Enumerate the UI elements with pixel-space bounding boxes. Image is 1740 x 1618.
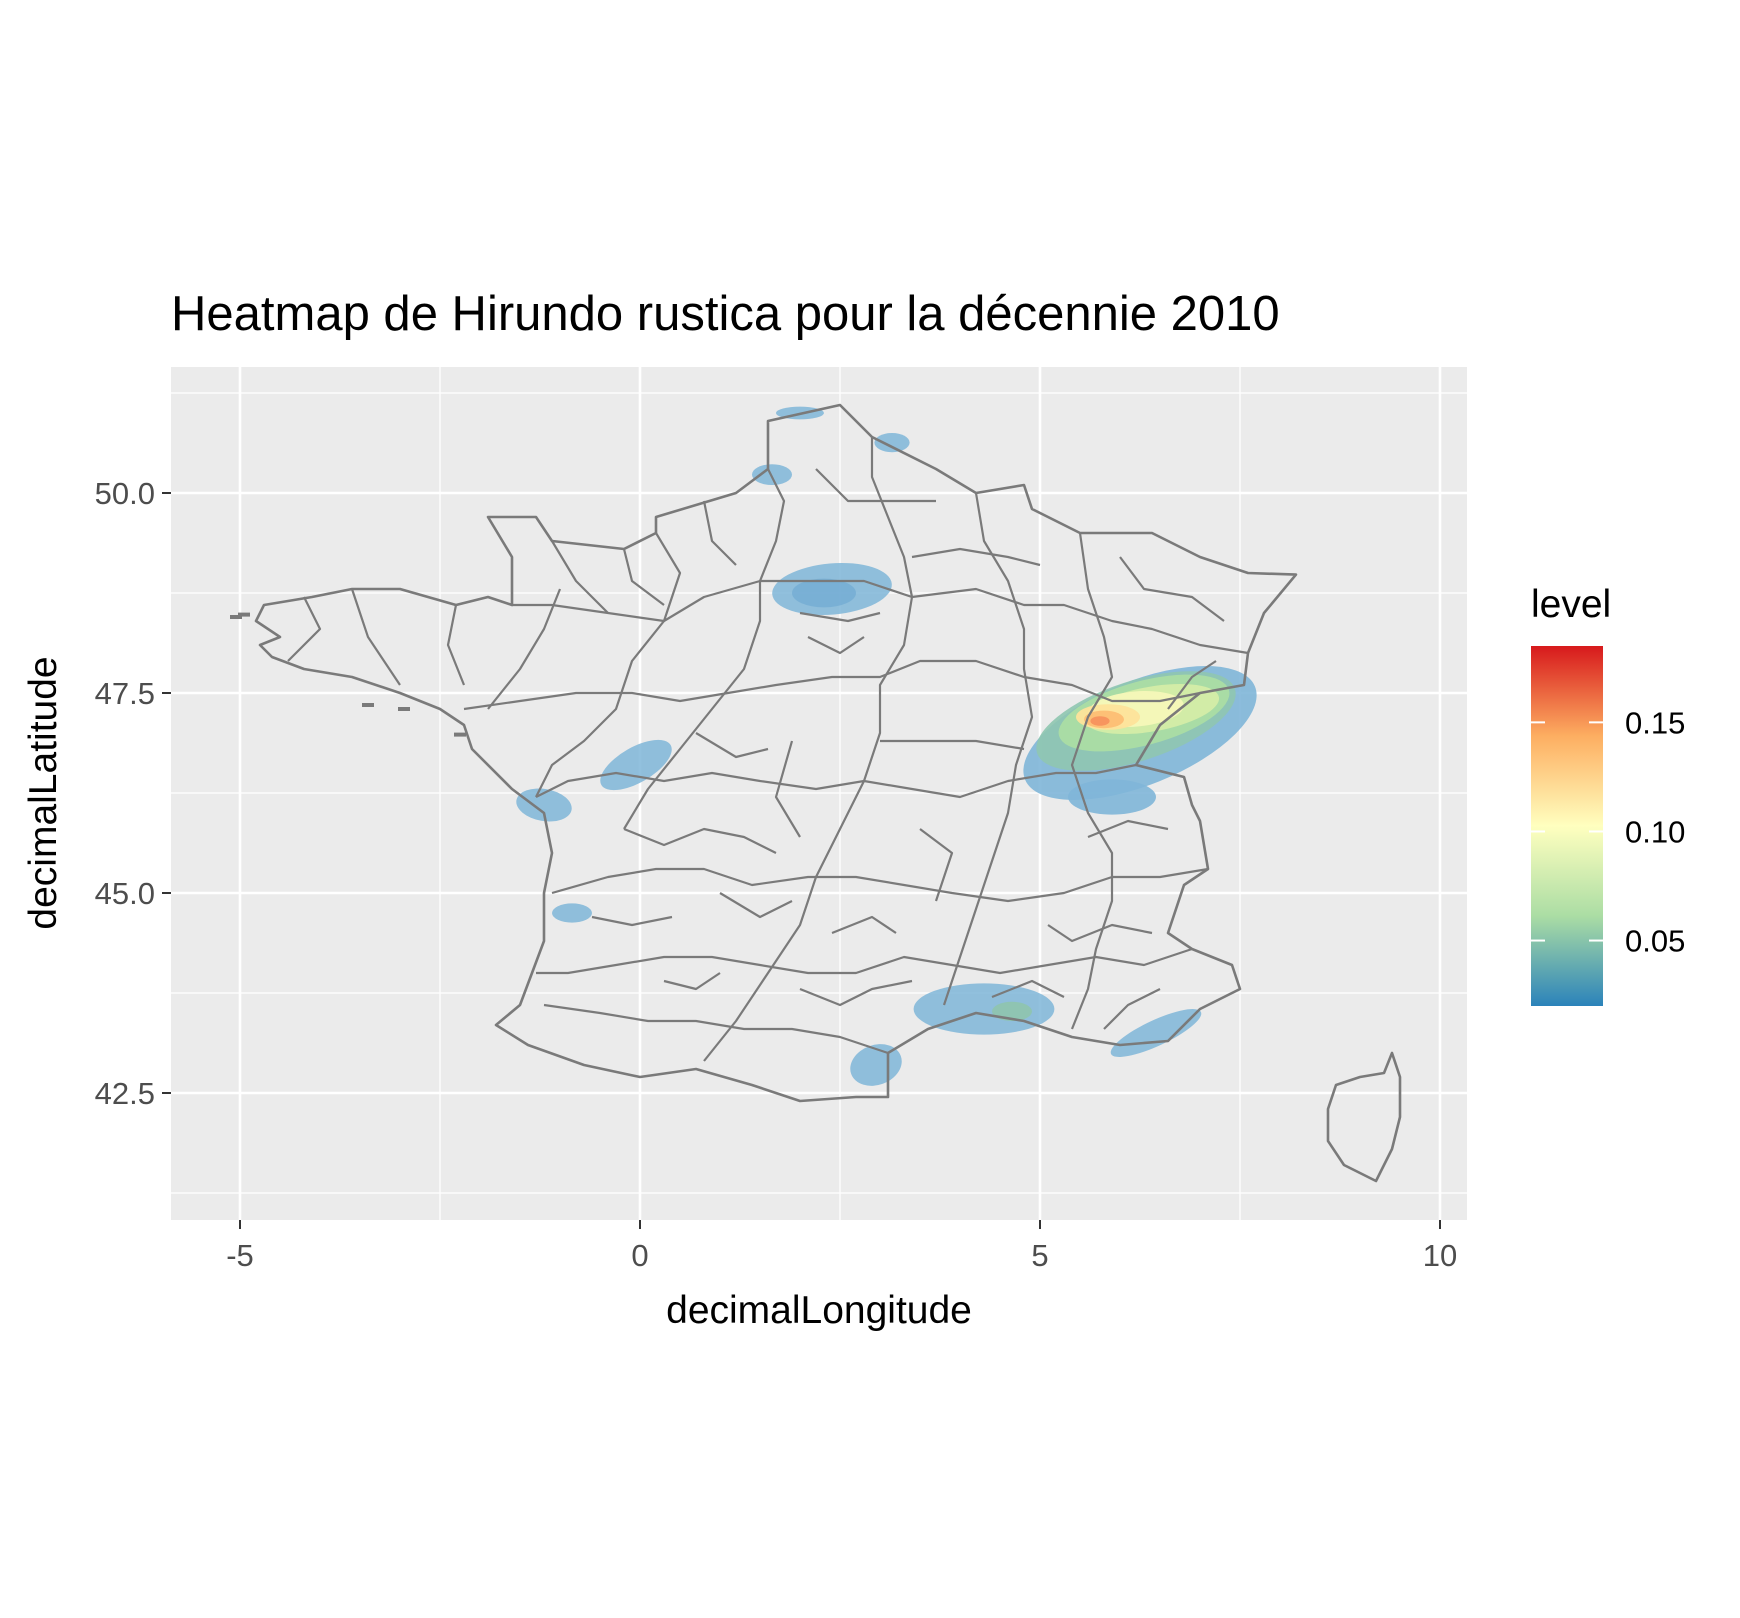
corsica-outline bbox=[1326, 1051, 1402, 1183]
department-border bbox=[807, 636, 865, 655]
department-border bbox=[543, 1003, 889, 1055]
department-border bbox=[831, 915, 897, 935]
x-tick-label: 0 bbox=[631, 1238, 648, 1273]
department-border bbox=[1070, 532, 1114, 1030]
legend-colorbar bbox=[1531, 646, 1603, 1006]
island bbox=[238, 612, 250, 617]
hotspot-gironde bbox=[552, 903, 592, 923]
hotspot-franche-comte-peak bbox=[1090, 716, 1110, 726]
department-border bbox=[487, 588, 562, 710]
legend-label: 0.10 bbox=[1625, 814, 1685, 849]
department-border bbox=[535, 763, 1137, 799]
legend: level 0.05 0.10 0.15 bbox=[1531, 583, 1685, 1006]
department-border bbox=[702, 500, 737, 566]
hotspot-vienne bbox=[600, 739, 672, 791]
department-border bbox=[591, 915, 673, 927]
hotspot-paris-core bbox=[792, 578, 856, 608]
y-tick-label: 47.5 bbox=[95, 676, 155, 711]
island bbox=[230, 615, 242, 619]
department-border bbox=[719, 892, 793, 919]
department-border bbox=[991, 979, 1065, 999]
department-border bbox=[535, 532, 682, 798]
department-border bbox=[287, 596, 322, 662]
department-border bbox=[799, 979, 913, 1007]
department-border bbox=[463, 659, 1201, 711]
department-border bbox=[880, 739, 1025, 751]
legend-ticks: 0.05 0.10 0.15 bbox=[1531, 705, 1685, 959]
department-border bbox=[663, 972, 721, 991]
department-border bbox=[1087, 819, 1169, 839]
department-border bbox=[446, 604, 466, 686]
legend-label: 0.05 bbox=[1625, 924, 1685, 959]
hotspot-vendee bbox=[516, 788, 572, 822]
department-border bbox=[622, 548, 665, 606]
legend-title: level bbox=[1531, 583, 1611, 626]
x-axis: -5 0 5 10 bbox=[226, 1220, 1457, 1273]
department-border bbox=[1119, 556, 1225, 622]
island bbox=[454, 732, 466, 737]
x-tick-label: -5 bbox=[226, 1238, 254, 1273]
department-border bbox=[1103, 988, 1161, 1030]
department-border bbox=[799, 611, 881, 623]
legend-label: 0.15 bbox=[1625, 705, 1685, 740]
department-border bbox=[703, 437, 914, 1062]
x-tick-label: 10 bbox=[1423, 1238, 1457, 1273]
department-border bbox=[774, 740, 801, 838]
department-border bbox=[551, 540, 609, 614]
grid-minor bbox=[171, 367, 1467, 1220]
department-border bbox=[695, 732, 769, 759]
france-departments-map bbox=[230, 403, 1402, 1183]
x-axis-title: decimalLongitude bbox=[666, 1289, 972, 1332]
department-border bbox=[911, 547, 1041, 567]
y-tick-label: 50.0 bbox=[95, 476, 155, 511]
department-border bbox=[1047, 923, 1153, 943]
x-tick-label: 5 bbox=[1031, 1238, 1048, 1273]
department-border bbox=[942, 492, 1034, 1006]
hotspot-lille bbox=[874, 433, 910, 453]
y-axis: 42.5 45.0 47.5 50.0 bbox=[95, 476, 171, 1111]
hotspot-franche-comte-tail bbox=[1068, 779, 1156, 815]
y-tick-label: 45.0 bbox=[95, 876, 155, 911]
y-tick-label: 42.5 bbox=[95, 1076, 155, 1111]
department-border bbox=[623, 827, 777, 854]
department-border bbox=[551, 867, 1209, 903]
department-border bbox=[350, 588, 401, 686]
department-border bbox=[536, 947, 1193, 975]
island bbox=[398, 707, 410, 711]
chart-title: Heatmap de Hirundo rustica pour la décen… bbox=[171, 287, 1280, 341]
department-border bbox=[1167, 660, 1217, 710]
department-border bbox=[919, 828, 954, 902]
department-border bbox=[623, 468, 786, 830]
department-border bbox=[512, 579, 1249, 655]
island bbox=[362, 703, 374, 707]
y-axis-title: decimalLatitude bbox=[22, 656, 65, 929]
department-border bbox=[815, 468, 936, 503]
